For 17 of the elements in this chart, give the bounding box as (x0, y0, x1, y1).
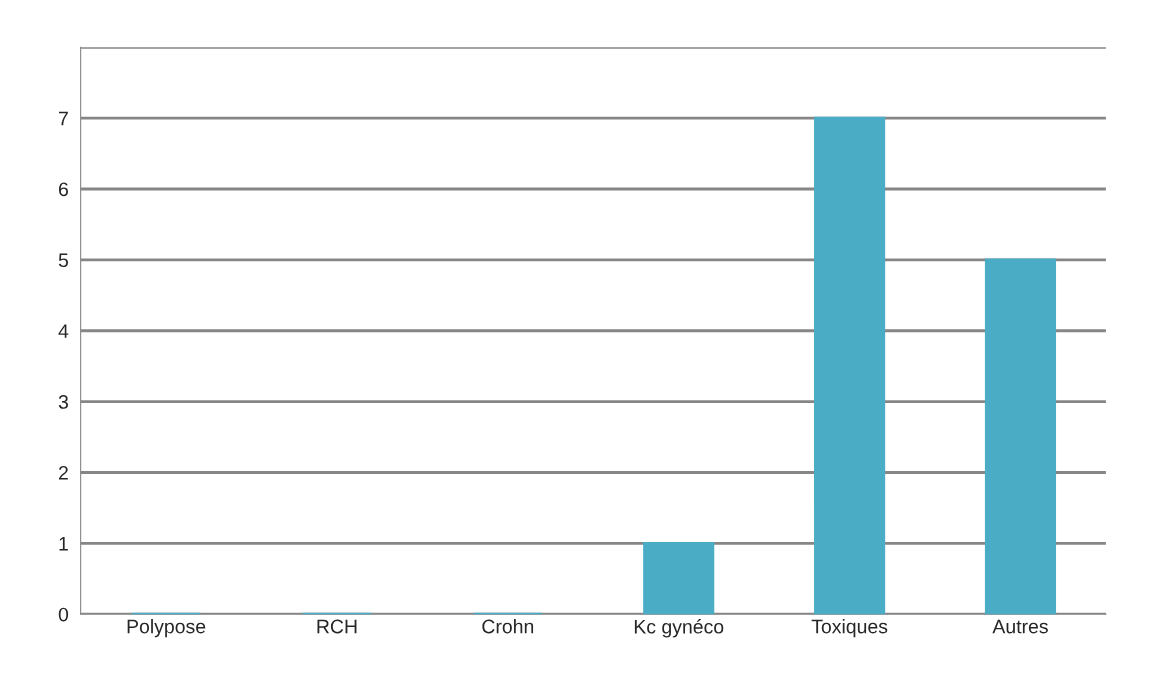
x-tick-label: Polypose (127, 619, 206, 638)
bar (814, 116, 886, 615)
bar (984, 258, 1057, 615)
x-tick-label: Toxiques (811, 619, 888, 638)
bar (643, 541, 715, 615)
x-tick-label: Crohn (482, 619, 534, 634)
y-tick-label: 6 (59, 182, 68, 197)
y-tick-label: 4 (58, 324, 69, 338)
y-tick-label: 7 (59, 111, 68, 126)
x-tick-label: Autres (992, 619, 1048, 634)
y-tick-label: 0 (58, 607, 69, 622)
x-tick-label: RCH (317, 619, 357, 634)
y-tick-label: 3 (58, 395, 68, 409)
x-tick-label: Kc gynéco (634, 619, 724, 638)
y-tick-label: 2 (59, 465, 68, 480)
y-tick-label: 1 (59, 537, 68, 551)
y-tick-label: 5 (58, 253, 69, 268)
